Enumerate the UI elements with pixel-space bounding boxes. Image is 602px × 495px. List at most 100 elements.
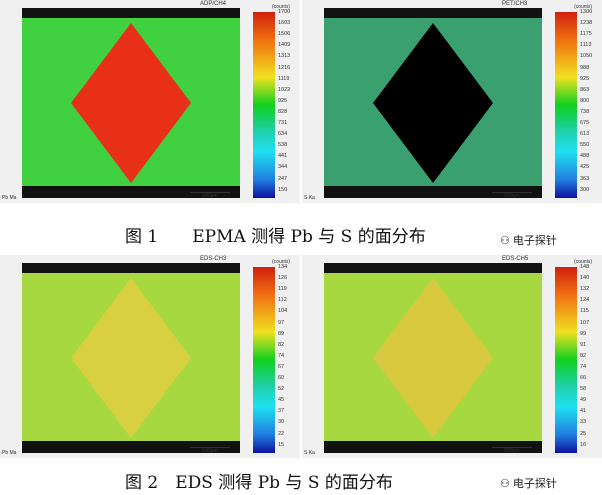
panel-title: EDS-CH5 [502,256,529,262]
colorbar [555,267,577,453]
element-label: S Ka [304,195,315,201]
colorbar-tick: 1113 [580,42,592,49]
colorbar-tick: 97 [278,319,285,326]
panel-title: PET/CH3 [502,1,528,7]
colorbar-tick: 148 [580,264,590,270]
colorbar-tick: 89 [278,330,285,337]
element-map [22,8,240,198]
watermark: ⚇ 电子探针 [500,478,557,490]
colorbar [555,12,577,198]
colorbar-tick: 107 [580,319,590,326]
colorbar-tick: 49 [580,397,587,404]
colorbar-tick: 45 [278,397,285,404]
colorbar-tick: 800 [580,97,590,104]
colorbar-tick: 16 [580,441,587,448]
colorbar-tick: 634 [278,131,288,138]
colorbar-tick: 150 [278,186,288,193]
colorbar-unit: (counts) [272,4,291,10]
colorbar-tick: 1119 [278,75,290,82]
colorbar-tick: 488 [580,153,590,160]
scale-bar: 500μm [492,192,532,199]
colorbar-tick: 66 [580,375,587,381]
colorbar-tick: 425 [580,164,590,171]
wechat-icon: ⚇ [500,235,513,247]
colorbar-tick: 140 [580,275,590,282]
colorbar-tick: 441 [278,153,288,160]
colorbar-tick: 41 [580,408,587,415]
colorbar-tick: 1300 [580,9,593,15]
colorbar-tick: 1050 [580,53,593,60]
colorbar-tick: 300 [580,186,590,193]
colorbar-tick: 82 [278,341,285,348]
element-map-panel: EDS-CH3 (counts) 134 126 119 112 104 97 89 82 74 6… [0,255,300,458]
colorbar [253,267,275,453]
colorbar-tick: 1603 [278,20,291,27]
colorbar-tick: 1216 [278,64,291,71]
element-label: Pb Ma [2,450,17,456]
colorbar-tick: 731 [278,120,288,126]
element-map [22,263,240,453]
colorbar-tick: 828 [278,108,288,115]
colorbar-tick: 124 [580,297,590,304]
colorbar-tick: 30 [278,419,285,426]
colorbar-tick: 550 [580,142,590,149]
colorbar-tick: 67 [278,363,285,370]
colorbar-tick: 58 [580,386,587,393]
colorbar-tick: 25 [580,430,587,437]
colorbar [253,12,275,198]
colorbar-tick: 613 [580,131,590,138]
element-map [324,263,542,453]
element-map-panel: PET/CH3 (counts) 1300 1238 1175 1113 1050 988 9… [302,0,602,203]
colorbar-tick: 363 [580,175,590,182]
colorbar-tick: 738 [580,108,590,115]
colorbar-tick: 134 [278,264,288,270]
colorbar-tick: 344 [278,164,288,171]
colorbar-tick: 115 [580,308,589,315]
colorbar-tick: 1409 [278,42,291,49]
colorbar-tick: 925 [580,75,590,82]
element-map-panel: ADP/CH4 (counts) 1700 1603 1506 1409 1313 1216… [0,0,300,203]
colorbar-unit: (counts) [574,259,593,265]
element-label: S Ka [304,450,315,456]
colorbar-tick: 1022 [278,86,291,93]
colorbar-tick: 1313 [278,53,291,60]
colorbar-tick: 37 [278,408,285,415]
panel-title: ADP/CH4 [200,1,227,7]
colorbar-tick: 15 [278,441,285,448]
colorbar-tick: 675 [580,120,590,126]
colorbar-tick: 1700 [278,9,291,15]
colorbar-tick: 1506 [278,31,291,38]
colorbar-tick: 126 [278,275,288,282]
colorbar-tick: 82 [580,352,587,359]
colorbar-tick: 112 [278,297,287,304]
element-map [324,8,542,198]
colorbar-tick: 74 [580,363,587,370]
colorbar-tick: 99 [580,330,587,337]
element-label: Pb Ma [2,195,17,201]
element-map-panel: EDS-CH5 (counts) 148 140 132 124 115 107 99 91 82… [302,255,602,458]
figure-2-caption: 图 2 EDS 测得 Pb 与 S 的面分布 [125,473,393,493]
scale-bar: 500μm [190,192,230,199]
colorbar-tick: 52 [278,386,285,393]
colorbar-unit: (counts) [272,259,291,265]
colorbar-tick: 247 [278,175,288,182]
colorbar-tick: 925 [278,97,288,104]
colorbar-tick: 1175 [580,31,592,38]
colorbar-tick: 33 [580,419,587,426]
colorbar-tick: 104 [278,308,288,315]
colorbar-tick: 863 [580,86,590,93]
scale-bar: 500μm [190,447,230,454]
colorbar-unit: (counts) [574,4,593,10]
colorbar-tick: 74 [278,352,285,359]
colorbar-tick: 1238 [580,20,593,27]
scale-bar: 500μm [492,447,532,454]
watermark: ⚇ 电子探针 [500,235,557,247]
figure-1-caption: 图 1 EPMA 测得 Pb 与 S 的面分布 [125,227,426,247]
colorbar-tick: 988 [580,64,590,71]
wechat-icon: ⚇ [500,478,513,490]
colorbar-tick: 119 [278,286,287,293]
panel-title: EDS-CH3 [200,256,227,262]
colorbar-tick: 132 [580,286,590,293]
colorbar-tick: 538 [278,142,288,149]
colorbar-tick: 22 [278,430,285,437]
